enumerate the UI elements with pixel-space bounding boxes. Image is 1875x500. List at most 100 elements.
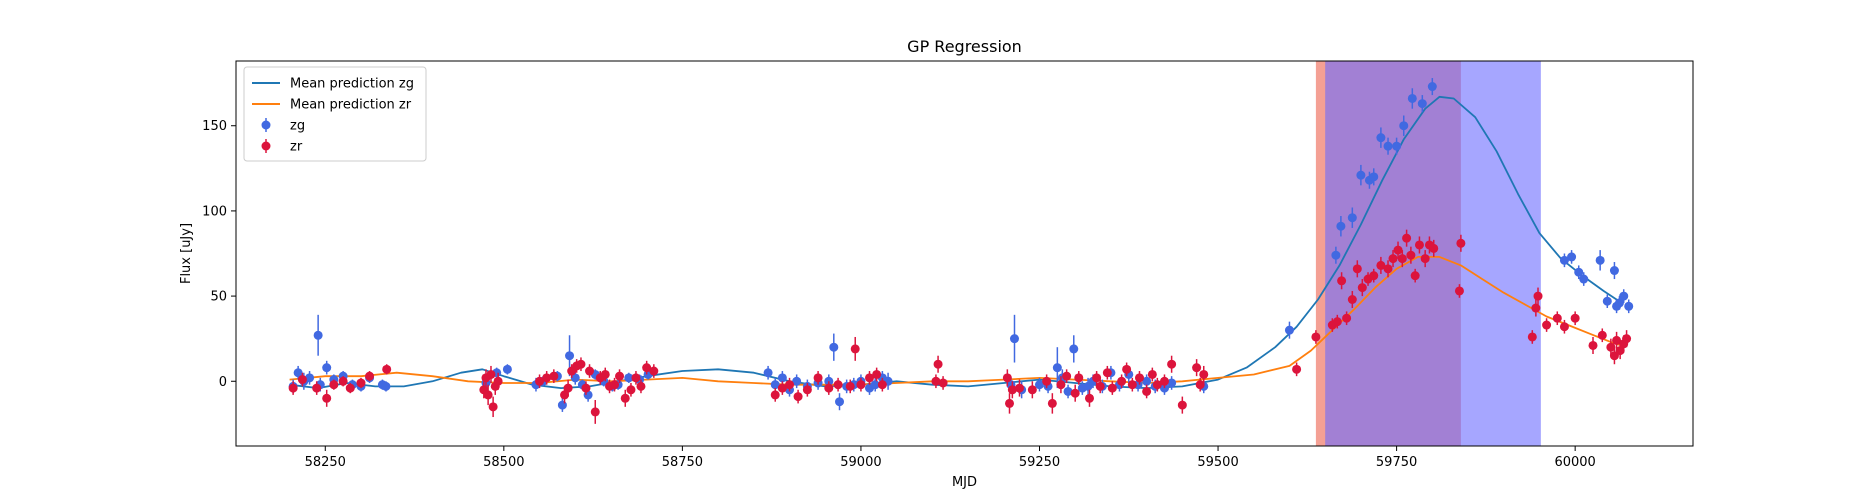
data-point <box>600 369 610 379</box>
data-point <box>1084 393 1094 403</box>
data-point <box>1376 260 1386 270</box>
data-point <box>570 373 580 383</box>
data-point <box>631 373 641 383</box>
data-point <box>845 381 855 391</box>
data-point <box>802 385 812 395</box>
data-point <box>642 363 652 373</box>
data-point <box>1579 274 1589 284</box>
y-axis-label: Flux [uJy] <box>179 223 194 284</box>
x-tick-label: 58750 <box>662 455 703 470</box>
data-point <box>1417 99 1427 109</box>
data-point <box>488 402 498 412</box>
legend-label: Mean prediction zr <box>290 98 412 113</box>
data-point <box>365 371 375 381</box>
data-point <box>1376 133 1386 143</box>
x-axis-ticks: 58250 58500 58750 59000 59250 59500 59750 60000 <box>305 446 1596 470</box>
legend-marker-swatch <box>261 141 271 151</box>
y-tick-label: 150 <box>202 119 227 134</box>
legend-item: zr <box>261 139 303 155</box>
x-tick-label: 59750 <box>1376 455 1417 470</box>
data-point <box>1159 376 1169 386</box>
data-point <box>549 371 559 381</box>
data-point <box>542 373 552 383</box>
data-point <box>1397 254 1407 264</box>
data-point <box>1070 388 1080 398</box>
data-point <box>1014 383 1024 393</box>
data-point <box>483 390 493 400</box>
data-point <box>1336 221 1346 231</box>
data-point <box>1624 301 1634 311</box>
data-point <box>1127 380 1137 390</box>
data-point <box>1559 322 1569 332</box>
data-point <box>624 373 634 383</box>
data-point <box>1392 141 1402 151</box>
data-point <box>1531 303 1541 313</box>
data-point <box>1004 398 1014 408</box>
legend-item: Mean prediction zr <box>252 98 412 113</box>
data-point <box>1117 376 1127 386</box>
x-tick-label: 59000 <box>840 455 881 470</box>
data-point <box>1167 378 1177 388</box>
data-point <box>1284 325 1294 335</box>
data-point <box>1357 283 1367 293</box>
data-point <box>345 383 355 393</box>
data-point <box>856 380 866 390</box>
data-point <box>1342 313 1352 323</box>
data-point <box>486 369 496 379</box>
data-point <box>1337 276 1347 286</box>
data-point <box>938 378 948 388</box>
data-point <box>1369 271 1379 281</box>
plot-frame <box>235 60 1694 447</box>
data-point <box>777 383 787 393</box>
data-point <box>1410 271 1420 281</box>
data-point <box>338 376 348 386</box>
x-axis-label: MJD <box>952 475 977 490</box>
data-point <box>1388 254 1398 264</box>
data-point <box>1122 364 1132 374</box>
data-point <box>763 368 773 378</box>
data-point <box>770 390 780 400</box>
data-point <box>293 368 303 378</box>
data-point <box>1292 364 1302 374</box>
data-point <box>1369 172 1379 182</box>
legend-item: Mean prediction zg <box>252 77 414 92</box>
data-point <box>1597 330 1607 340</box>
data-point <box>1402 233 1412 243</box>
data-point <box>636 381 646 391</box>
data-point <box>1570 313 1580 323</box>
data-point <box>1142 386 1152 396</box>
data-point <box>288 383 298 393</box>
data-point <box>1606 342 1616 352</box>
data-point <box>933 359 943 369</box>
data-point <box>322 363 332 373</box>
data-point <box>1407 93 1417 103</box>
data-point <box>1393 245 1403 255</box>
data-point <box>585 366 595 376</box>
data-point <box>1533 291 1543 301</box>
data-point <box>535 376 545 386</box>
data-point <box>1427 82 1437 92</box>
data-point <box>1622 334 1632 344</box>
data-point <box>1142 376 1152 386</box>
data-point <box>850 344 860 354</box>
data-point <box>872 369 882 379</box>
legend-label: Mean prediction zg <box>290 77 414 92</box>
data-point <box>1352 264 1362 274</box>
data-point <box>649 366 659 376</box>
data-point <box>1595 255 1605 265</box>
data-point <box>1042 376 1052 386</box>
data-point <box>1134 373 1144 383</box>
data-point <box>329 380 339 390</box>
data-point <box>1199 369 1209 379</box>
data-point <box>297 375 307 385</box>
data-point <box>502 364 512 374</box>
data-point <box>493 376 503 386</box>
x-tick-label: 59500 <box>1197 455 1238 470</box>
data-point <box>835 397 845 407</box>
data-point <box>381 381 391 391</box>
legend-box <box>243 66 427 162</box>
y-tick-label: 50 <box>210 290 227 305</box>
legend-marker-swatch <box>261 120 271 130</box>
data-point <box>1007 385 1017 395</box>
